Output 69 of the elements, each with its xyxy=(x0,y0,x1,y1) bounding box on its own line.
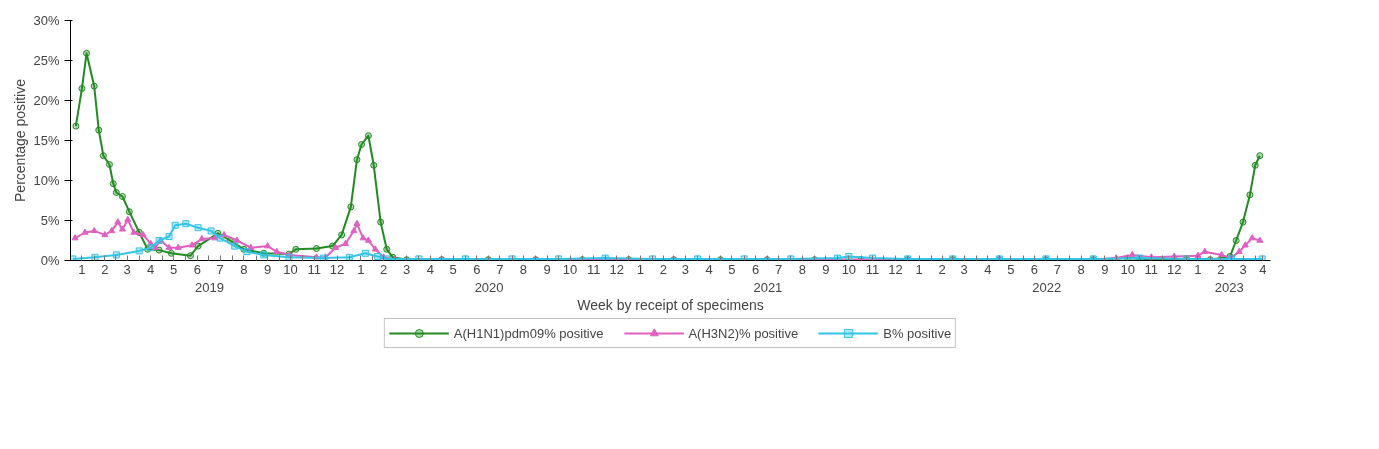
y-tick-label: 0% xyxy=(40,253,60,268)
x-tick-label: 8 xyxy=(1077,261,1085,277)
x-tick-label: 9 xyxy=(543,261,551,277)
x-tick-label: 4 xyxy=(1259,261,1267,277)
x-tick-label: 9 xyxy=(822,261,830,277)
x-tick-label: 1 xyxy=(1194,261,1202,277)
x-tick-label: 6 xyxy=(473,261,481,277)
x-tick-label: 11 xyxy=(1144,261,1159,277)
x-tick-label: 5 xyxy=(728,261,736,277)
x-tick-label: 2 xyxy=(101,261,109,277)
x-tick-label: 10 xyxy=(283,261,298,277)
x-tick-label: 6 xyxy=(1030,261,1039,277)
x2-tick-label: 2020 xyxy=(474,279,504,295)
x-tick-label: 3 xyxy=(402,261,411,277)
y-tick-label: 15% xyxy=(33,133,60,148)
x-tick-label: 9 xyxy=(1101,261,1109,277)
y-tick-label: 30% xyxy=(33,13,60,28)
x-tick-label: 11 xyxy=(865,261,880,277)
x-tick-label: 10 xyxy=(1120,261,1135,277)
x-tick-label: 2 xyxy=(659,261,667,277)
x-tick-label: 6 xyxy=(752,261,760,277)
legend-label: A(H3N2)% positive xyxy=(688,325,799,341)
y-tick-label: 10% xyxy=(33,173,60,188)
x-axis-title: Week by receipt of specimens xyxy=(577,296,764,313)
y-tick-label: 5% xyxy=(40,213,60,228)
x-tick-label: 7 xyxy=(774,261,783,277)
x-tick-label: 12 xyxy=(329,261,345,277)
x-tick-label: 2 xyxy=(1217,261,1225,277)
x-tick-label: 12 xyxy=(888,261,903,277)
x2-tick-label: 2022 xyxy=(1032,279,1062,295)
legend-label: B% positive xyxy=(883,325,952,341)
x-tick-label: 1 xyxy=(636,261,644,277)
x-tick-label: 4 xyxy=(984,261,992,277)
x-tick-label: 11 xyxy=(307,261,321,277)
y-tick-label: 20% xyxy=(33,93,60,108)
x2-tick-label: 2021 xyxy=(753,279,783,295)
x-tick-label: 7 xyxy=(216,261,224,277)
x-tick-label: 1 xyxy=(78,261,86,277)
x-tick-label: 9 xyxy=(263,261,272,277)
x-tick-label: 3 xyxy=(681,261,690,277)
x-tick-label: 3 xyxy=(1239,261,1247,277)
x-tick-label: 6 xyxy=(193,261,201,277)
x-tick-label: 8 xyxy=(240,261,248,277)
y-axis-title: Percentage positive xyxy=(12,78,29,202)
x-tick-label: 1 xyxy=(357,261,365,277)
x-tick-label: 3 xyxy=(960,261,968,277)
x-tick-label: 1 xyxy=(915,261,923,277)
x2-tick-label: 2023 xyxy=(1214,279,1244,295)
legend-label: A(H1N1)pdm09% positive xyxy=(453,325,604,341)
x-tick-label: 10 xyxy=(841,261,857,277)
x-tick-label: 8 xyxy=(519,261,528,277)
x-tick-label: 10 xyxy=(562,261,578,277)
x-tick-label: 8 xyxy=(798,261,806,277)
y-tick-label: 25% xyxy=(33,53,60,68)
x-tick-label: 7 xyxy=(496,261,504,277)
x-tick-label: 5 xyxy=(1007,261,1015,277)
x-tick-label: 11 xyxy=(586,261,601,277)
x2-tick-label: 2019 xyxy=(195,279,224,295)
x-tick-label: 5 xyxy=(170,261,178,277)
x-tick-label: 7 xyxy=(1053,261,1062,277)
x-tick-label: 5 xyxy=(449,261,457,277)
x-tick-label: 2 xyxy=(938,261,946,277)
x-tick-label: 2 xyxy=(380,261,388,277)
x-tick-label: 3 xyxy=(123,261,131,277)
x-tick-label: 4 xyxy=(705,261,713,277)
x-tick-label: 4 xyxy=(147,261,155,277)
x-tick-label: 12 xyxy=(1167,261,1182,277)
x-tick-label: 12 xyxy=(609,261,624,277)
x-tick-label: 4 xyxy=(426,261,434,277)
